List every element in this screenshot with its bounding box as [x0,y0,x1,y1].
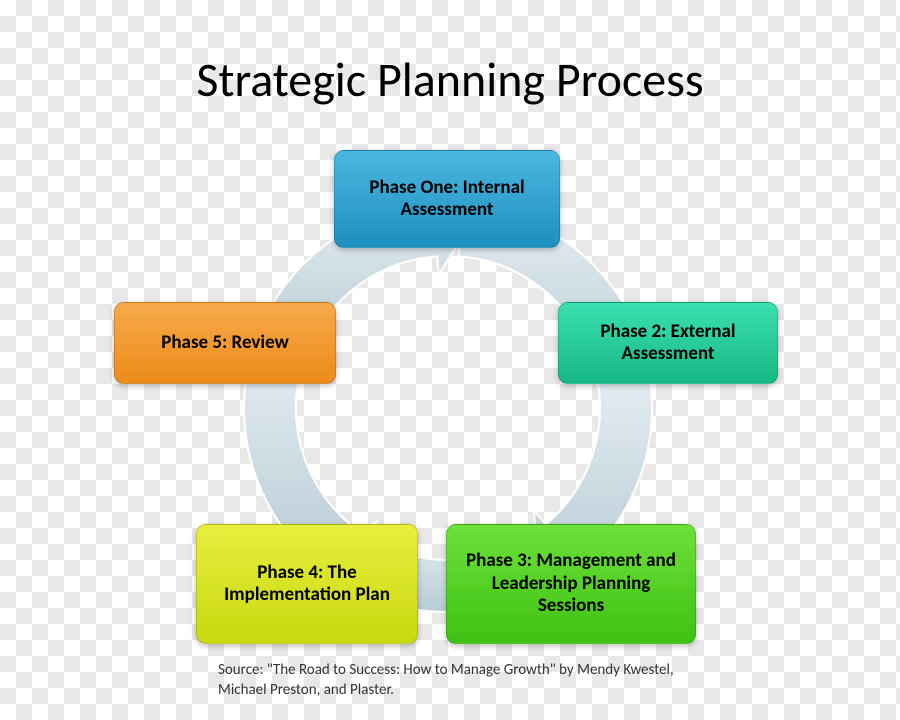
node-label: Phase 5: Review [161,332,288,354]
node-label: Phase 3: Management and Leadership Plann… [457,550,685,617]
node-label: Phase 2: External Assessment [569,321,767,366]
page-title: Strategic Planning Process [0,50,900,109]
node-label: Phase One: Internal Assessment [345,177,549,222]
node-phase-1: Phase One: Internal Assessment [334,150,560,248]
node-phase-4: Phase 4: The Implementation Plan [196,524,418,644]
source-citation: Source: "The Road to Success: How to Man… [218,660,688,701]
node-phase-2: Phase 2: External Assessment [558,302,778,384]
node-label: Phase 4: The Implementation Plan [207,562,407,607]
node-phase-5: Phase 5: Review [114,302,336,384]
node-phase-3: Phase 3: Management and Leadership Plann… [446,524,696,644]
